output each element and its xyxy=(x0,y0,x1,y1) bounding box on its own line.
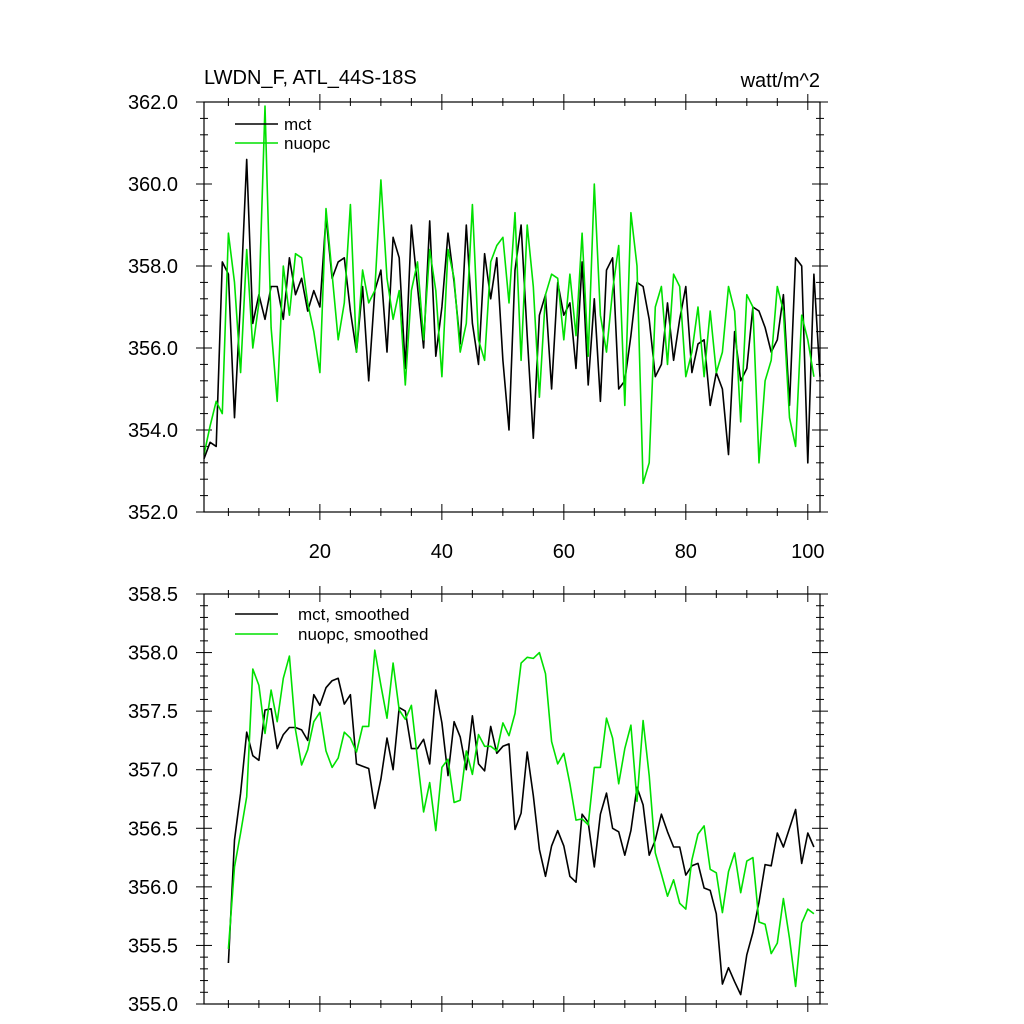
legend-label-nuopc: nuopc xyxy=(284,134,331,153)
legend-label-mct: mct xyxy=(284,115,312,134)
y-tick-label: 356.0 xyxy=(128,338,178,360)
y-tick-label: 356.5 xyxy=(128,818,178,840)
y-tick-label: 357.5 xyxy=(128,701,178,723)
y-tick-label: 358.5 xyxy=(128,584,178,606)
top-panel-frame xyxy=(203,101,821,513)
x-tick-label: 40 xyxy=(431,541,453,563)
series-line-nuopc xyxy=(203,105,815,485)
y-tick-label: 352.0 xyxy=(128,502,178,524)
x-tick-label: 100 xyxy=(791,541,824,563)
y-tick-label: 356.0 xyxy=(128,877,178,899)
x-tick-label: 60 xyxy=(553,541,575,563)
y-tick-label: 360.0 xyxy=(128,174,178,196)
x-tick-label: 80 xyxy=(675,541,697,563)
y-tick-label: 358.0 xyxy=(128,643,178,665)
y-tick-label: 354.0 xyxy=(128,420,178,442)
series-line-nuopc-smoothed xyxy=(227,649,815,988)
top-panel-legend: mct nuopc xyxy=(235,115,331,153)
top-panel: LWDN_F, ATL_44S-18S watt/m^2 352.0354.03… xyxy=(128,67,828,563)
y-tick-label: 358.0 xyxy=(128,256,178,278)
top-panel-units: watt/m^2 xyxy=(740,70,820,92)
bottom-panel-series xyxy=(227,649,815,996)
x-tick-label: 20 xyxy=(309,541,331,563)
bottom-panel-legend: mct, smoothed nuopc, smoothed xyxy=(235,605,428,644)
top-panel-title: LWDN_F, ATL_44S-18S xyxy=(204,67,417,89)
y-tick-label: 357.0 xyxy=(128,760,178,782)
y-tick-label: 355.0 xyxy=(128,994,178,1016)
y-tick-label: 362.0 xyxy=(128,92,178,114)
legend-label-mct-smoothed: mct, smoothed xyxy=(298,605,410,624)
legend-label-nuopc-smoothed: nuopc, smoothed xyxy=(298,625,428,644)
series-line-mct xyxy=(203,158,821,464)
bottom-panel: 355.0 355.5 356.0 356.5 357.0 357.5 358.0 358.5… xyxy=(128,584,828,1016)
bottom-panel-frame xyxy=(203,593,821,1005)
top-panel-ticks: 352.0 354.0 356.0 358.0 360.0 362.0 20 40 60 80 10… xyxy=(128,92,828,563)
y-tick-label: 355.5 xyxy=(128,935,178,957)
series-line-mct-smoothed xyxy=(227,677,815,996)
top-panel-series xyxy=(203,105,821,485)
